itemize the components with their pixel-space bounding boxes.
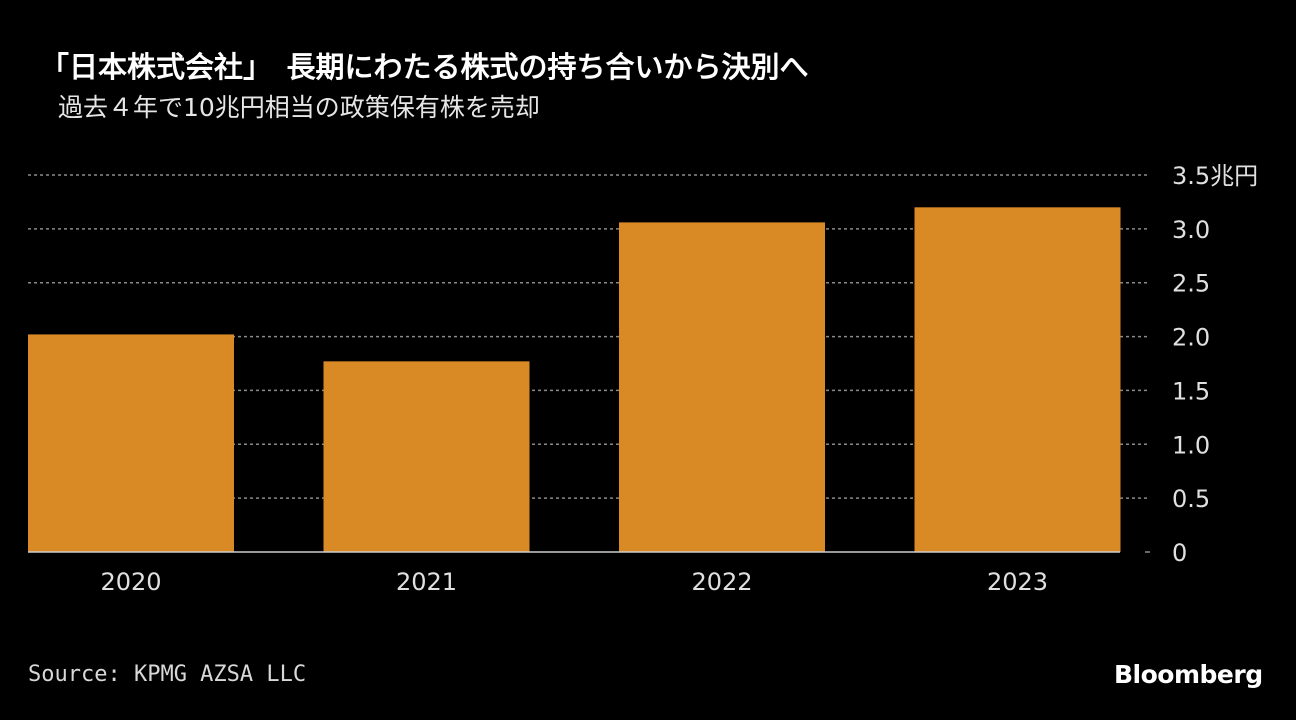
- y-tick-label: 0.5: [1172, 485, 1210, 513]
- bar-2023: [914, 207, 1121, 553]
- x-tick-label: 2022: [691, 568, 752, 596]
- bar-2021: [323, 361, 530, 552]
- x-tick-label: 2020: [100, 568, 161, 596]
- y-tick-label: 0: [1172, 539, 1187, 567]
- y-tick-label: 1.5: [1172, 377, 1210, 405]
- y-tick-label: 3.5兆円: [1172, 162, 1258, 190]
- bloomberg-logo: Bloomberg: [1114, 660, 1263, 689]
- bar-2020: [28, 334, 234, 552]
- y-tick-label: 3.0: [1172, 216, 1210, 244]
- x-tick-label: 2021: [396, 568, 457, 596]
- bar-2022: [619, 222, 825, 552]
- y-tick-label: 2.0: [1172, 324, 1210, 352]
- y-tick-label: 2.5: [1172, 270, 1210, 298]
- y-tick-label: 1.0: [1172, 431, 1210, 459]
- chart-subtitle: 過去４年で10兆円相当の政策保有株を売却: [58, 93, 540, 122]
- x-tick-label: 2023: [987, 568, 1048, 596]
- source-note: Source: KPMG AZSA LLC: [28, 662, 307, 687]
- chart-title: 「日本株式会社」 長期にわたる株式の持ち合いから決別へ: [40, 50, 809, 84]
